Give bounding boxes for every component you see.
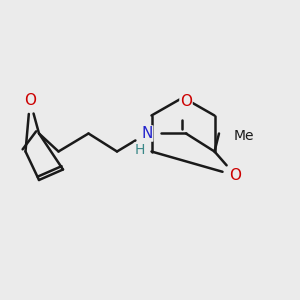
Text: O: O bbox=[180, 94, 192, 110]
Text: Me: Me bbox=[234, 129, 254, 142]
Text: O: O bbox=[230, 168, 242, 183]
Text: N: N bbox=[141, 126, 153, 141]
Text: H: H bbox=[134, 143, 145, 157]
Text: O: O bbox=[24, 93, 36, 108]
